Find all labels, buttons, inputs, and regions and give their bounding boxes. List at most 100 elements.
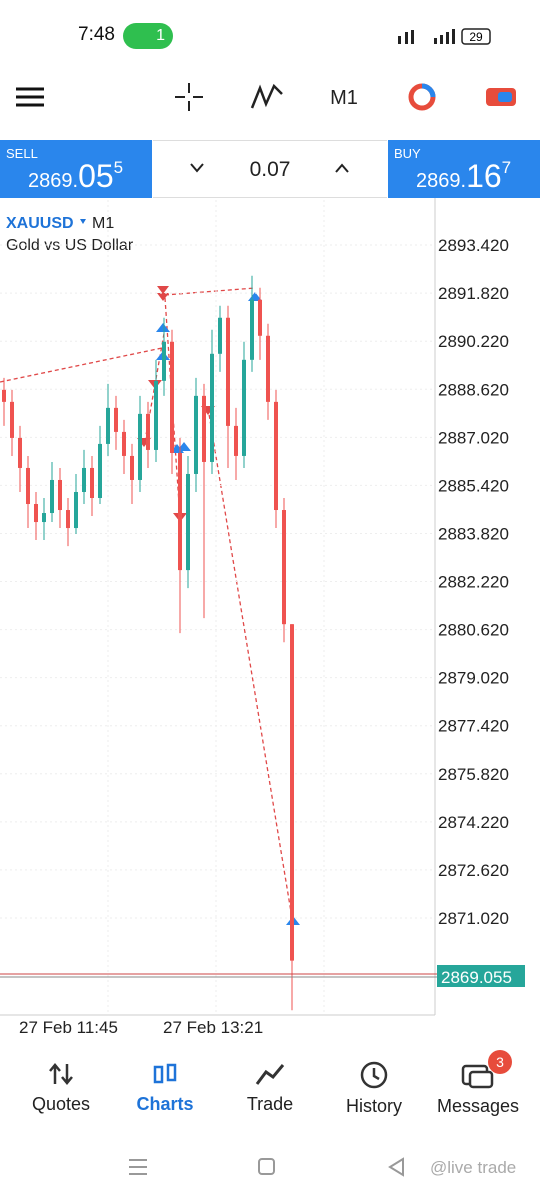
y-tick-label: 2887.020 — [438, 428, 509, 447]
y-tick-label: 2891.820 — [438, 284, 509, 303]
candle-body — [114, 407, 118, 432]
y-tick-label: 2882.220 — [438, 573, 509, 592]
nav-charts[interactable]: Charts — [111, 1060, 219, 1115]
y-tick-label: 2880.620 — [438, 621, 509, 640]
candle-body — [2, 389, 6, 402]
symbol[interactable]: XAUUSD — [6, 215, 74, 232]
candle-body — [274, 401, 278, 511]
menu-icon[interactable] — [16, 87, 44, 107]
candle-body — [106, 407, 110, 444]
watermark: @live trade — [430, 1158, 516, 1177]
sell-label: SELL — [6, 146, 38, 161]
y-tick-label: 2875.820 — [438, 765, 509, 784]
toolbar: M1 — [16, 83, 516, 111]
indicators-icon[interactable] — [250, 83, 283, 109]
y-tick-label: 2885.420 — [438, 476, 509, 495]
buy-label: BUY — [394, 146, 421, 161]
battery-level: 29 — [469, 30, 483, 44]
candle-body — [178, 452, 182, 571]
y-tick-label: 2874.220 — [438, 813, 509, 832]
trade-arrows — [137, 286, 300, 925]
timeframe-button[interactable]: M1 — [330, 87, 358, 109]
trade-lines — [0, 287, 293, 919]
candle-body — [74, 491, 78, 529]
volume-box: 0.07 — [153, 140, 387, 198]
candle-body — [42, 513, 46, 523]
y-tick-label: 2872.620 — [438, 861, 509, 880]
y-tick-label: 2883.820 — [438, 524, 509, 543]
candle-body — [90, 467, 94, 499]
hotspot-pill: 1 — [123, 23, 173, 49]
volume-up[interactable] — [334, 161, 350, 175]
nav-label: Charts — [136, 1094, 194, 1114]
volume-down[interactable] — [189, 161, 205, 175]
y-tick-label: 2888.620 — [438, 380, 509, 399]
candle-body — [10, 401, 14, 438]
candle-body — [34, 504, 38, 523]
nav-trade[interactable]: Trade — [216, 1060, 324, 1115]
current-price-label: 2869.055 — [441, 968, 512, 987]
candle-body — [98, 443, 102, 499]
candle-body — [66, 510, 70, 529]
candle-body — [162, 341, 166, 381]
price-chart: XAUUSD M1 Gold vs US Dollar 2893.420 2891… — [0, 198, 525, 1037]
candle-body — [154, 380, 158, 450]
candle-body — [18, 437, 22, 468]
current-price-tag — [437, 964, 525, 987]
y-tick-label: 2890.220 — [438, 332, 509, 351]
sell-price-sup: 5 — [113, 158, 124, 177]
candle-body — [138, 413, 142, 480]
x-tick-label: 27 Feb 13:21 — [163, 1018, 263, 1037]
nav-quotes[interactable]: Quotes — [7, 1060, 115, 1115]
sell-price: 2869. — [28, 170, 79, 192]
candle-body — [194, 395, 198, 474]
nav-label: Messages — [436, 1096, 520, 1116]
candle-body — [266, 335, 270, 402]
sell-price-big: 05 — [78, 158, 114, 194]
y-tick-label: 2879.020 — [438, 669, 509, 688]
candle-body — [82, 467, 86, 492]
candle-body — [186, 473, 190, 571]
candle-body — [58, 479, 62, 511]
candle-body — [202, 395, 206, 462]
y-tick-label: 2893.420 — [438, 236, 509, 255]
buy-price-big: 16 — [466, 158, 502, 194]
buy-button[interactable]: BUY 2869.167 — [388, 140, 540, 198]
nav-label: Quotes — [31, 1094, 91, 1114]
y-tick-label: 2877.420 — [438, 717, 509, 736]
hotspot-count: 1 — [156, 27, 165, 44]
status-icons: 29 — [398, 28, 491, 45]
candle-body — [282, 510, 286, 625]
x-tick-label: 27 Feb 11:45 — [19, 1018, 118, 1037]
volume[interactable]: 0.07 — [249, 158, 291, 181]
candle-body — [290, 624, 294, 961]
candle-body — [146, 413, 150, 450]
candle-body — [210, 353, 214, 462]
symbol-description: Gold vs US Dollar — [6, 237, 134, 254]
y-tick-label: 2871.020 — [438, 909, 509, 928]
nav-label: Trade — [246, 1094, 294, 1114]
candle-body — [242, 359, 246, 456]
candle-body — [258, 299, 262, 336]
nav-messages[interactable]: Messages — [424, 1060, 532, 1117]
candle-body — [170, 341, 174, 453]
candle-body — [122, 431, 126, 456]
crosshair-icon[interactable] — [175, 83, 203, 111]
buy-price: 2869. — [416, 170, 467, 192]
system-nav: @live trade — [129, 1157, 516, 1177]
candle-body — [226, 317, 230, 426]
candle-body — [26, 467, 30, 505]
buy-price-sup: 7 — [501, 158, 512, 177]
candle-body — [130, 455, 134, 480]
messages-badge: 3 — [488, 1050, 512, 1074]
candle-body — [234, 425, 238, 456]
candle-body — [50, 479, 54, 514]
clock: 7:48 — [78, 24, 115, 45]
sell-button[interactable]: SELL 2869.055 — [0, 140, 152, 198]
candle-body — [218, 317, 222, 354]
nav-history[interactable]: History — [320, 1060, 428, 1117]
chart-timeframe: M1 — [92, 215, 114, 232]
candle-body — [250, 299, 254, 360]
nav-label: History — [345, 1096, 402, 1116]
